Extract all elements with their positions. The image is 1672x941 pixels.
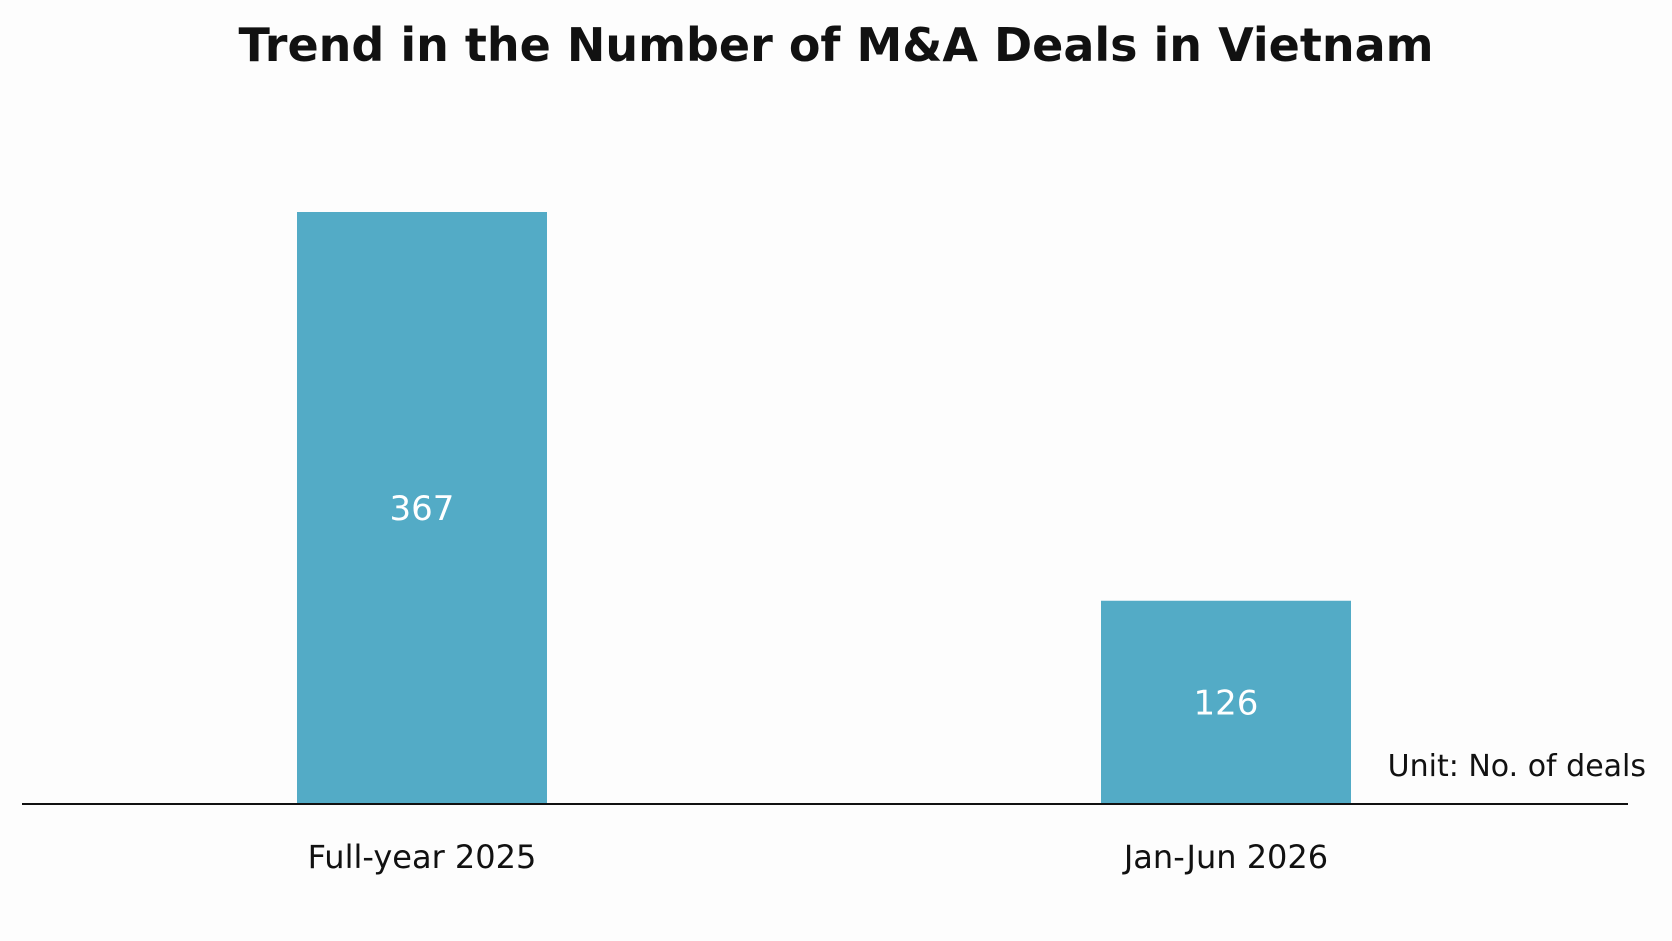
- data-label-1: 367: [390, 489, 455, 529]
- x-tick-label-2: Jan-Jun 2026: [1122, 838, 1328, 876]
- unit-label: Unit: No. of deals: [1388, 749, 1646, 784]
- bar-2: [1101, 600, 1351, 804]
- bars-layer: [297, 212, 1351, 804]
- x-tick-label-1: Full-year 2025: [308, 838, 537, 876]
- data-label-2: 126: [1194, 683, 1259, 723]
- bar-1: [297, 212, 547, 804]
- labels-layer: 367 Full-year 2025 126 Jan-Jun 2026: [308, 489, 1328, 876]
- chart-title: Trend in the Number of M&A Deals in Viet…: [238, 18, 1434, 72]
